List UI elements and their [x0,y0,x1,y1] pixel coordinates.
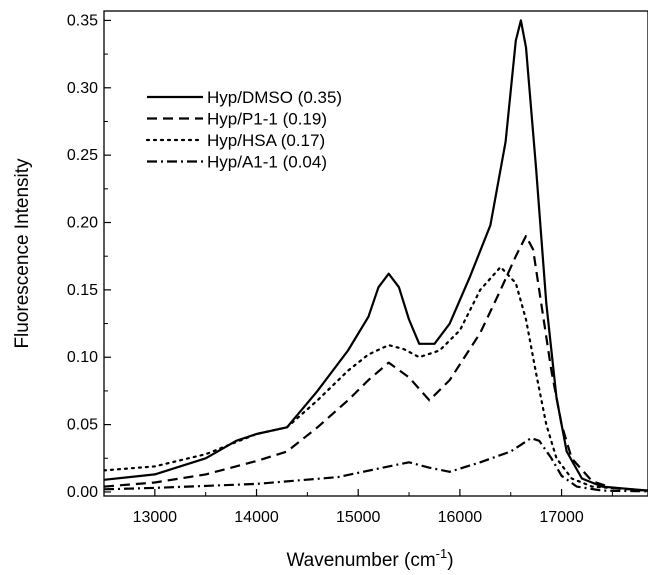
x-axis-title-close: ) [447,550,453,571]
y-tick-label: 0.10 [67,349,98,366]
series-layer [104,19,648,493]
x-tick-label: 17000 [539,509,584,526]
x-axis-title-main: Wavenumber (cm [286,550,435,571]
legend-label-3: Hyp/HSA (0.17) [207,131,325,150]
y-axis-title: Fluorescence Intensity [12,158,33,349]
series-line-1 [104,19,648,492]
series-line-2 [104,234,648,492]
y-tick-label: 0.25 [67,147,98,164]
legend: Hyp/DMSO (0.35) Hyp/P1-1 (0.19) Hyp/HSA (0… [145,88,342,172]
x-tick-label: 13000 [133,509,178,526]
series-line-3 [104,265,648,492]
x-axis-title-sup: -1 [436,546,448,561]
y-tick-label: 0.30 [67,80,98,97]
x-axis-title: Wavenumber (cm-1) [286,546,453,571]
y-tick-label: 0.00 [67,484,98,501]
x-tick-label: 15000 [336,509,381,526]
legend-label-2: Hyp/P1-1 (0.19) [207,110,327,129]
plot-frame [103,10,648,497]
x-tick-label: 14000 [234,509,279,526]
ticks-layer: 13000 14000 15000 16000 17000 0.00 0.05 0.10 0.1… [67,12,613,526]
legend-label-1: Hyp/DMSO (0.35) [207,88,342,107]
x-tick-label: 16000 [438,509,483,526]
y-tick-label: 0.15 [67,282,98,299]
series-line-4 [104,437,648,493]
y-tick-label: 0.05 [67,417,98,434]
y-tick-label: 0.20 [67,215,98,232]
y-tick-label: 0.35 [67,12,98,29]
legend-label-4: Hyp/A1-1 (0.04) [207,153,327,172]
